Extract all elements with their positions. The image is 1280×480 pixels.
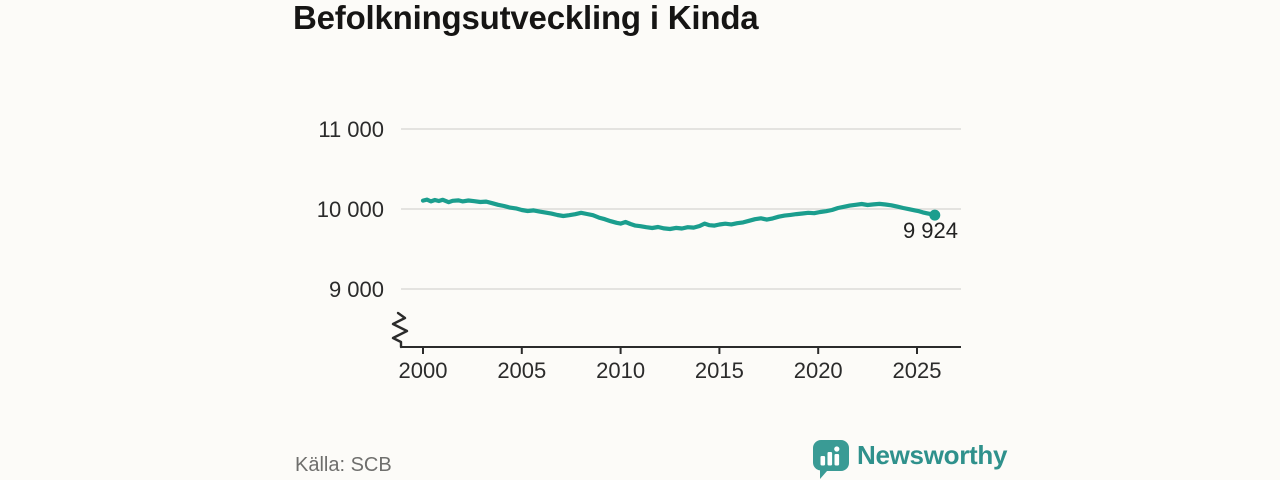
x-tick-label: 2000: [399, 358, 448, 383]
x-axis-ticks: [422, 347, 918, 354]
x-tick-label: 2010: [596, 358, 645, 383]
logo-bar-mid: [827, 452, 833, 466]
y-tick-label: 11 000: [318, 117, 384, 142]
latest-value-label: 9 924: [903, 218, 958, 243]
x-tick-label: 2025: [893, 358, 942, 383]
newsworthy-logo-icon: [813, 440, 849, 479]
logo-bar-tall: [834, 454, 840, 466]
x-tick-label: 2005: [497, 358, 546, 383]
source-label: Källa: SCB: [295, 454, 392, 476]
y-tick-label: 10 000: [317, 197, 384, 222]
population-line: [420, 197, 937, 232]
logo-bar-short: [820, 456, 826, 466]
chart-title: Befolkningsutveckling i Kinda: [293, 0, 759, 36]
newsworthy-logo[interactable]: Newsworthy: [812, 439, 1007, 479]
x-axis-labels: 2000 2005 2010 2015 2020 2025: [399, 358, 942, 383]
y-tick-label: 9 000: [329, 277, 384, 302]
x-tick-label: 2020: [794, 358, 843, 383]
axis-break-icon: [391, 311, 409, 349]
gridlines: [401, 128, 961, 290]
x-tick-label: 2015: [695, 358, 744, 383]
latest-value-dot: [929, 209, 941, 221]
y-axis-labels: 11 000 10 000 9 000: [317, 117, 384, 302]
newsworthy-brand-name: Newsworthy: [857, 440, 1008, 470]
logo-exclamation-dot: [834, 446, 840, 452]
